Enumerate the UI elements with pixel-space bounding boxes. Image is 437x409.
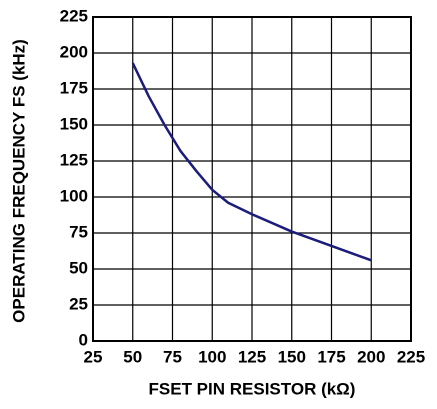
plot-frame	[92, 16, 412, 342]
y-tick-label: 25	[69, 294, 88, 313]
x-tick-label: 225	[397, 347, 425, 366]
y-tick-label: 0	[79, 330, 88, 349]
y-tick-label: 225	[60, 6, 88, 25]
y-tick-label: 100	[60, 186, 88, 205]
x-tick-label: 175	[317, 347, 345, 366]
y-tick-label: 50	[69, 258, 88, 277]
y-tick-label: 200	[60, 42, 88, 61]
y-tick-label: 125	[60, 150, 88, 169]
x-tick-label: 25	[84, 347, 103, 366]
x-tick-label: 100	[198, 347, 226, 366]
x-tick-label: 125	[238, 347, 266, 366]
x-tick-label: 75	[163, 347, 182, 366]
x-axis-label: FSET PIN RESISTOR (kΩ)	[149, 379, 356, 398]
y-axis-label: OPERATING FREQUENCY FS (kHz)	[9, 39, 28, 323]
data-line	[131, 62, 372, 262]
x-tick-label: 200	[357, 347, 385, 366]
y-tick-label: 75	[69, 222, 88, 241]
y-tick-label: 150	[60, 114, 88, 133]
x-tick-label: 150	[278, 347, 306, 366]
x-tick-label: 50	[123, 347, 142, 366]
y-tick-label: 175	[60, 78, 88, 97]
